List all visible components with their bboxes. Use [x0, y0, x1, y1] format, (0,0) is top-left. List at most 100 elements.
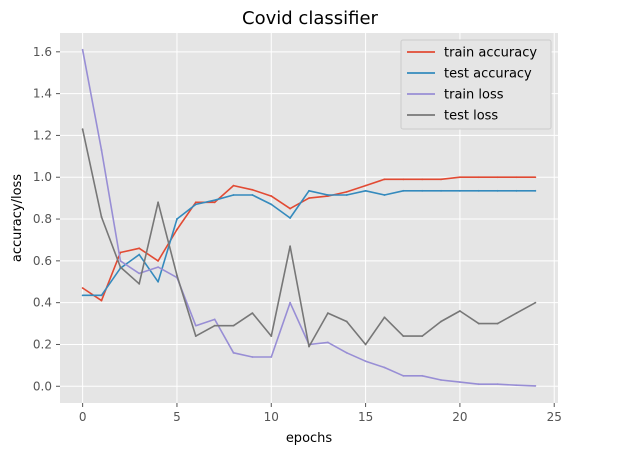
- data-point-train-accuracy: [308, 197, 310, 200]
- ticks: 0 5 10 15 20 25 0.0 0.2 0.4 0.6 0.8 1.0 1.2 1.4 1.6: [33, 45, 562, 424]
- data-point-train-loss: [345, 351, 348, 354]
- chart-title: Covid classifier: [242, 8, 378, 29]
- y-tick-label: 0.8: [33, 212, 52, 226]
- data-point-test-accuracy: [270, 203, 273, 206]
- y-tick-label: 0.2: [33, 337, 52, 351]
- data-point-train-loss: [383, 366, 386, 369]
- data-point-test-loss: [534, 301, 537, 304]
- data-point-test-loss: [270, 335, 273, 338]
- data-point-test-loss: [515, 312, 518, 315]
- data-point-train-loss: [496, 383, 499, 386]
- y-tick-label: 0.6: [33, 254, 52, 268]
- data-point-train-accuracy: [289, 207, 292, 210]
- data-point-test-accuracy: [81, 294, 84, 297]
- data-point-train-accuracy: [383, 178, 386, 181]
- data-point-train-accuracy: [440, 178, 442, 181]
- data-point-test-accuracy: [213, 199, 216, 202]
- data-point-test-accuracy: [459, 189, 461, 192]
- data-point-train-loss: [100, 149, 103, 151]
- x-tick-label: 10: [264, 410, 279, 424]
- data-point-test-loss: [289, 245, 292, 248]
- data-point-train-accuracy: [251, 188, 254, 191]
- x-axis-label: epochs: [286, 431, 333, 446]
- data-point-test-loss: [81, 128, 84, 131]
- x-tick-label: 15: [358, 410, 373, 424]
- legend-label: test loss: [444, 109, 498, 124]
- data-point-train-accuracy: [515, 176, 518, 179]
- y-tick-label: 1.6: [33, 45, 52, 59]
- data-point-train-loss: [364, 360, 367, 363]
- x-tick-label: 20: [452, 410, 467, 424]
- data-point-train-loss: [138, 272, 141, 275]
- legend-label: test accuracy: [444, 67, 532, 82]
- data-point-test-accuracy: [515, 189, 518, 192]
- data-point-test-loss: [213, 324, 216, 327]
- x-tick-label: 0: [79, 410, 87, 424]
- data-point-train-accuracy: [345, 190, 348, 193]
- data-point-train-loss: [232, 351, 235, 354]
- data-point-test-loss: [232, 324, 235, 327]
- legend: train accuracy test accuracy train loss tes…: [400, 39, 552, 130]
- data-point-test-loss: [326, 312, 329, 315]
- y-tick-label: 1.4: [33, 87, 52, 101]
- data-point-test-accuracy: [364, 189, 367, 192]
- data-point-train-loss: [534, 384, 537, 387]
- data-point-train-accuracy: [81, 287, 84, 289]
- data-point-train-accuracy: [496, 176, 499, 179]
- y-tick-label: 1.2: [33, 128, 52, 142]
- data-point-test-loss: [496, 322, 499, 325]
- y-tick-label: 0.4: [33, 296, 52, 310]
- data-point-train-loss: [515, 384, 518, 387]
- data-point-test-loss: [251, 312, 254, 315]
- data-point-train-accuracy: [138, 247, 141, 250]
- data-point-train-loss: [459, 381, 461, 383]
- data-point-test-loss: [176, 274, 178, 277]
- data-point-test-loss: [364, 343, 367, 346]
- data-point-train-loss: [213, 318, 216, 321]
- data-point-test-loss: [402, 335, 405, 338]
- data-point-test-loss: [308, 345, 310, 348]
- data-point-test-accuracy: [100, 294, 103, 297]
- legend-label: train loss: [444, 88, 504, 103]
- data-point-train-accuracy: [402, 178, 405, 181]
- data-point-train-loss: [81, 48, 84, 51]
- data-point-train-loss: [119, 259, 122, 262]
- data-point-train-loss: [440, 379, 442, 381]
- data-point-test-loss: [383, 316, 386, 319]
- data-point-train-accuracy: [232, 184, 235, 187]
- y-tick-label: 0.0: [33, 379, 52, 393]
- data-point-train-loss: [326, 341, 329, 344]
- data-point-test-accuracy: [402, 189, 405, 192]
- series-lines: [81, 48, 537, 387]
- data-point-train-loss: [270, 356, 273, 358]
- data-point-train-accuracy: [364, 184, 367, 187]
- data-point-test-loss: [194, 335, 197, 338]
- data-point-test-accuracy: [326, 194, 329, 196]
- data-point-train-accuracy: [421, 178, 424, 181]
- data-point-train-loss: [402, 374, 405, 377]
- data-point-train-loss: [477, 383, 480, 386]
- data-point-test-accuracy: [477, 189, 480, 192]
- data-point-test-accuracy: [534, 189, 537, 192]
- data-point-train-accuracy: [157, 259, 159, 262]
- data-point-test-loss: [100, 216, 103, 218]
- grid: [60, 33, 558, 403]
- data-point-train-accuracy: [119, 251, 122, 254]
- data-point-train-accuracy: [477, 176, 480, 179]
- data-point-test-loss: [440, 320, 442, 323]
- data-point-train-accuracy: [100, 299, 103, 302]
- x-tick-label: 25: [547, 410, 562, 424]
- legend-label: train accuracy: [444, 46, 537, 61]
- data-point-train-accuracy: [194, 201, 197, 204]
- data-point-test-accuracy: [421, 189, 424, 192]
- data-point-test-accuracy: [345, 194, 348, 196]
- data-point-test-accuracy: [308, 189, 310, 192]
- data-point-test-loss: [119, 266, 122, 269]
- data-point-train-accuracy: [213, 201, 216, 204]
- data-point-train-loss: [289, 301, 292, 304]
- data-point-test-accuracy: [194, 203, 197, 206]
- data-point-train-loss: [194, 324, 197, 327]
- data-point-test-accuracy: [383, 194, 386, 196]
- data-point-train-accuracy: [459, 176, 461, 179]
